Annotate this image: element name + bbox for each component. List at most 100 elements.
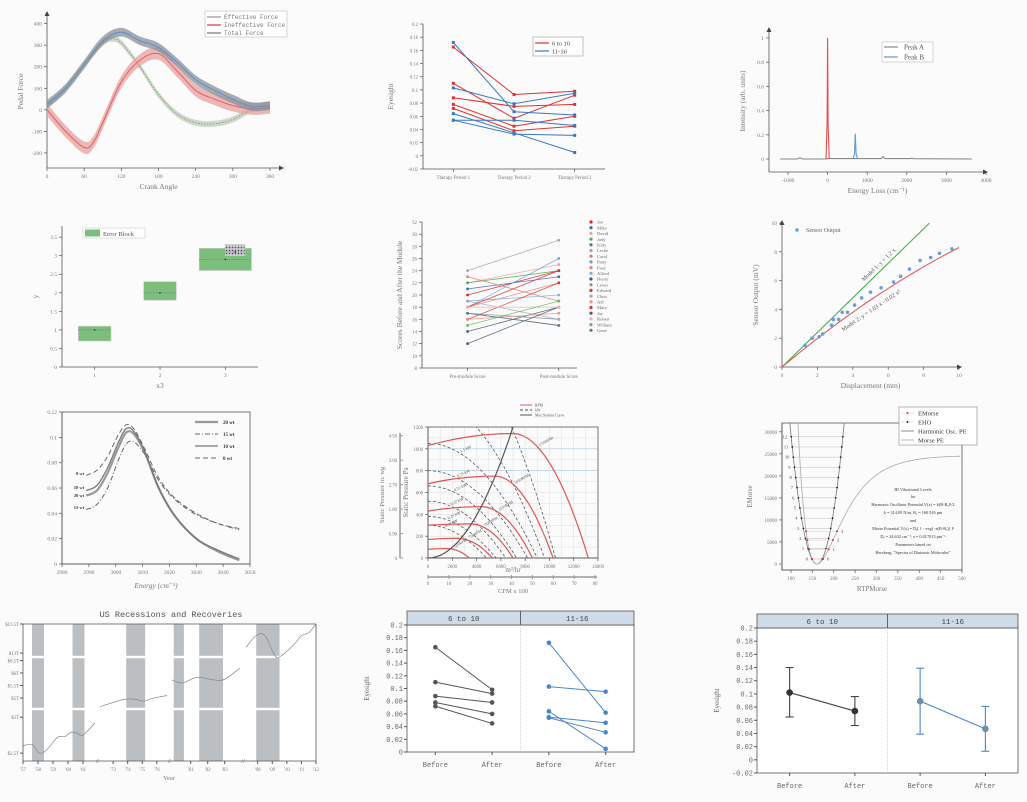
legend-label: Fred xyxy=(597,265,606,270)
data-point xyxy=(451,86,455,90)
series-line xyxy=(467,239,559,272)
model-line xyxy=(781,222,930,368)
secondary-x-tick-label: 50 xyxy=(530,582,535,587)
y-tick-label: 2 xyxy=(774,336,777,342)
y-tick-label: 0 xyxy=(761,157,764,163)
legend-label: Carol xyxy=(597,254,608,259)
series-line xyxy=(467,312,559,326)
annotation-text: Morse Potential V(x) = Dₑ[ 1 - exp[ -a(R… xyxy=(872,526,955,531)
y-tick-label: 0.06 xyxy=(386,711,403,719)
y-tick-label: 0.08 xyxy=(386,699,403,707)
legend-marker xyxy=(589,248,593,253)
level-number: 1 xyxy=(802,546,804,551)
data-point xyxy=(573,91,577,95)
legend-swatch xyxy=(85,229,100,237)
recession-band xyxy=(173,624,184,761)
secondary-y-tick-label: 3.60 xyxy=(389,459,398,464)
legend-label: Mike xyxy=(597,225,607,230)
y-tick-label: 14 xyxy=(412,331,418,336)
y-tick-label: 0.06 xyxy=(736,718,753,726)
y-tick-label: 28 xyxy=(412,245,418,250)
y-tick-label: 0.4 xyxy=(757,109,764,115)
y-tick-label: 0.2 xyxy=(740,626,753,634)
x-tick-label: '61 xyxy=(80,768,86,773)
secondary-y-tick-label: 1.80 xyxy=(389,508,398,513)
rpm-curve xyxy=(428,537,493,558)
legend-marker xyxy=(589,260,593,264)
facet-header xyxy=(520,610,635,626)
mean-point xyxy=(234,251,236,253)
legend-label: Error Block xyxy=(103,231,135,238)
annotation-text: k = 314.09 N/m, Rₑ = 160.916 pm xyxy=(884,510,943,516)
eho-point xyxy=(836,486,838,489)
system-curve xyxy=(428,427,514,558)
y-axis-label: Static Pressure Pa xyxy=(402,467,410,518)
legend-marker xyxy=(589,220,593,224)
y-tick-label: 18 xyxy=(412,306,418,311)
y-axis-arrow-icon xyxy=(44,11,50,16)
x-tick-label: Before xyxy=(536,762,561,770)
x-tick-label: Pre-module Score xyxy=(450,375,487,380)
data-point xyxy=(466,305,469,309)
x-tick-label: 8 xyxy=(922,373,925,379)
x-tick-label: 10000 xyxy=(543,565,556,570)
x-tick-label: 4 xyxy=(851,373,854,379)
legend-label: Jay xyxy=(597,311,604,316)
data-point xyxy=(451,102,455,106)
rpm-curve xyxy=(428,433,589,558)
chart-pedal-force: 0 60 120 180 240 300 360 -200 -100 0 100 200 300 400 C… xyxy=(16,10,288,191)
x-tick-label: Therapy Period 2 xyxy=(497,176,531,181)
data-point xyxy=(512,110,516,114)
legend: Error Block xyxy=(82,227,146,239)
x-axis-label: RTPMorse xyxy=(857,585,887,593)
legend-marker xyxy=(589,311,593,315)
y-tick-label: 0 xyxy=(775,563,778,568)
y-tick-label: 0.14 xyxy=(386,661,403,669)
x-tick-label: 8000 xyxy=(520,565,530,570)
chart-title: US Recessions and Recoveries xyxy=(100,610,243,620)
legend-label: kW xyxy=(535,409,541,413)
curve-label: 10 wt xyxy=(74,485,85,490)
level-number: 8 xyxy=(789,475,792,480)
x-tick-label: Before xyxy=(777,783,802,791)
secondary-x-tick-label: 30 xyxy=(488,582,493,587)
kw-curve xyxy=(428,470,528,558)
y-tick-label: 400 xyxy=(416,513,424,518)
kw-curve xyxy=(428,516,497,558)
x-axis-label: Year xyxy=(163,775,176,782)
x-tick-label: 2990 xyxy=(83,570,94,576)
legend-label: Ineffective Force xyxy=(224,22,286,29)
y-tick-label: 0.06 xyxy=(410,115,419,120)
series-line xyxy=(435,695,493,703)
x-tick-label: After xyxy=(975,783,996,791)
y-tick-label: $5.5T xyxy=(8,685,19,690)
x-tick-label: 450 xyxy=(937,577,945,582)
chart-error-block: 1 2 3 0 0.5 1 1.5 2 2.5 3 3.5 x3 y Error Block xyxy=(31,226,258,390)
series-line xyxy=(467,270,559,284)
y-tick-label: 2.5 xyxy=(50,272,57,278)
emorse-point xyxy=(808,548,811,551)
y-tick-label: 0.16 xyxy=(736,652,753,660)
data-point xyxy=(489,700,495,705)
emorse-point xyxy=(806,539,809,542)
legend-label: Morse PE xyxy=(918,438,944,445)
x-tick-label: 3010 xyxy=(137,570,148,576)
x-axis-break-icon: // xyxy=(168,759,172,765)
y-tick-label: 300 xyxy=(34,43,43,49)
data-point xyxy=(937,251,942,256)
error-block xyxy=(78,325,112,342)
rpm-curve xyxy=(428,523,514,558)
data-point xyxy=(557,293,561,297)
x-tick-label: '83 xyxy=(222,768,228,773)
rpm-label: 950RPM xyxy=(483,515,498,527)
data-point xyxy=(836,317,841,322)
series-line xyxy=(435,681,493,695)
data-point xyxy=(433,703,438,709)
y-tick-label: 26 xyxy=(412,258,418,263)
secondary-x-tick-label: 20 xyxy=(467,582,472,587)
kw-curve xyxy=(428,524,487,558)
data-point xyxy=(433,700,438,705)
data-point xyxy=(950,247,954,251)
kw-label: 0.25 kW xyxy=(447,510,462,520)
eho-point xyxy=(831,517,834,520)
